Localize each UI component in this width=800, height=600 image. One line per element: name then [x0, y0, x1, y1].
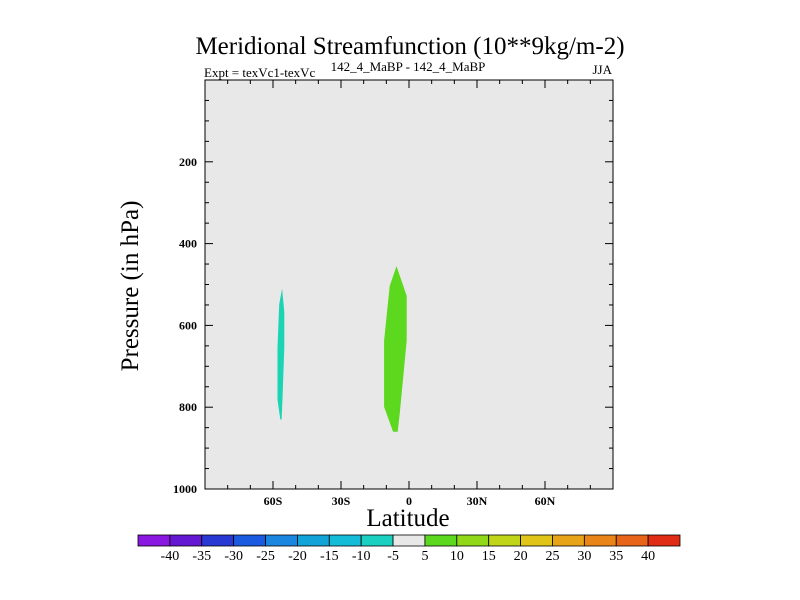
x-axis-title: Latitude: [366, 505, 449, 532]
subtitle-right: JJA: [592, 62, 612, 77]
colorbar-label: 25: [545, 549, 559, 564]
chart-title: Meridional Streamfunction (10**9kg/m-2): [195, 33, 624, 60]
colorbar-swatch: [137, 534, 171, 547]
colorbar-swatch: [647, 534, 681, 547]
colorbar-swatch: [424, 534, 458, 547]
plot-area: [204, 79, 614, 490]
x-tick-label: 30N: [467, 494, 488, 508]
x-axis-ticks: 60S 30S 0 30N 60N: [264, 80, 556, 508]
y-axis-title: Pressure (in hPa): [117, 201, 144, 372]
x-tick-label: 60S: [264, 494, 283, 508]
colorbar-label: 15: [482, 549, 496, 564]
colorbar-label: -20: [288, 549, 307, 564]
y-tick-label: 600: [179, 318, 197, 332]
colorbar-swatch: [265, 534, 298, 547]
y-tick-label: 800: [179, 400, 197, 414]
colorbar-labels: -40 -35 -30 -25 -20 -15 -10 -5 5 10 15 20 25 30 35 40: [161, 549, 656, 564]
colorbar-swatch: [169, 534, 203, 547]
colorbar-label: 5: [421, 549, 428, 564]
x-tick-label: 0: [406, 494, 412, 508]
colorbar-swatch: [360, 534, 394, 547]
colorbar-label: -5: [387, 549, 399, 564]
colorbar-swatch: [233, 534, 266, 547]
colorbar-label: 40: [641, 549, 655, 564]
y-tick-label: 400: [179, 237, 197, 251]
x-tick-label: 30S: [332, 494, 351, 508]
colorbar-label: 20: [514, 549, 528, 564]
colorbar-label: -15: [320, 549, 339, 564]
colorbar-swatch: [456, 534, 490, 547]
y-axis-ticks: 200 400 600 800 1000: [173, 155, 613, 496]
x-tick-label: 60N: [535, 494, 556, 508]
colorbar-swatch: [392, 534, 426, 547]
minor-ticks: [205, 80, 613, 489]
colorbar-label: 10: [450, 549, 464, 564]
subtitle-left: Expt = texVc1-texVc: [204, 65, 316, 80]
colorbar-swatch: [488, 534, 521, 547]
colorbar-swatch: [328, 534, 362, 547]
colorbar-swatch: [201, 534, 235, 547]
colorbar-label: 30: [577, 549, 591, 564]
colorbar: [137, 534, 681, 547]
colorbar-swatch: [520, 534, 553, 547]
colorbar-label: -40: [161, 549, 180, 564]
colorbar-label: -35: [192, 549, 211, 564]
positive-streamfunction-region: [384, 266, 407, 432]
colorbar-label: 35: [609, 549, 623, 564]
y-tick-label: 200: [179, 155, 197, 169]
colorbar-label: -30: [224, 549, 243, 564]
colorbar-swatch: [552, 534, 585, 547]
colorbar-swatch: [297, 534, 330, 547]
subtitle-center: 142_4_MaBP - 142_4_MaBP: [331, 59, 486, 74]
negative-streamfunction-region: [277, 288, 285, 420]
colorbar-label: -25: [256, 549, 275, 564]
y-tick-label: 1000: [173, 482, 197, 496]
colorbar-label: -10: [352, 549, 371, 564]
colorbar-swatch: [583, 534, 617, 547]
colorbar-swatch: [615, 534, 649, 547]
